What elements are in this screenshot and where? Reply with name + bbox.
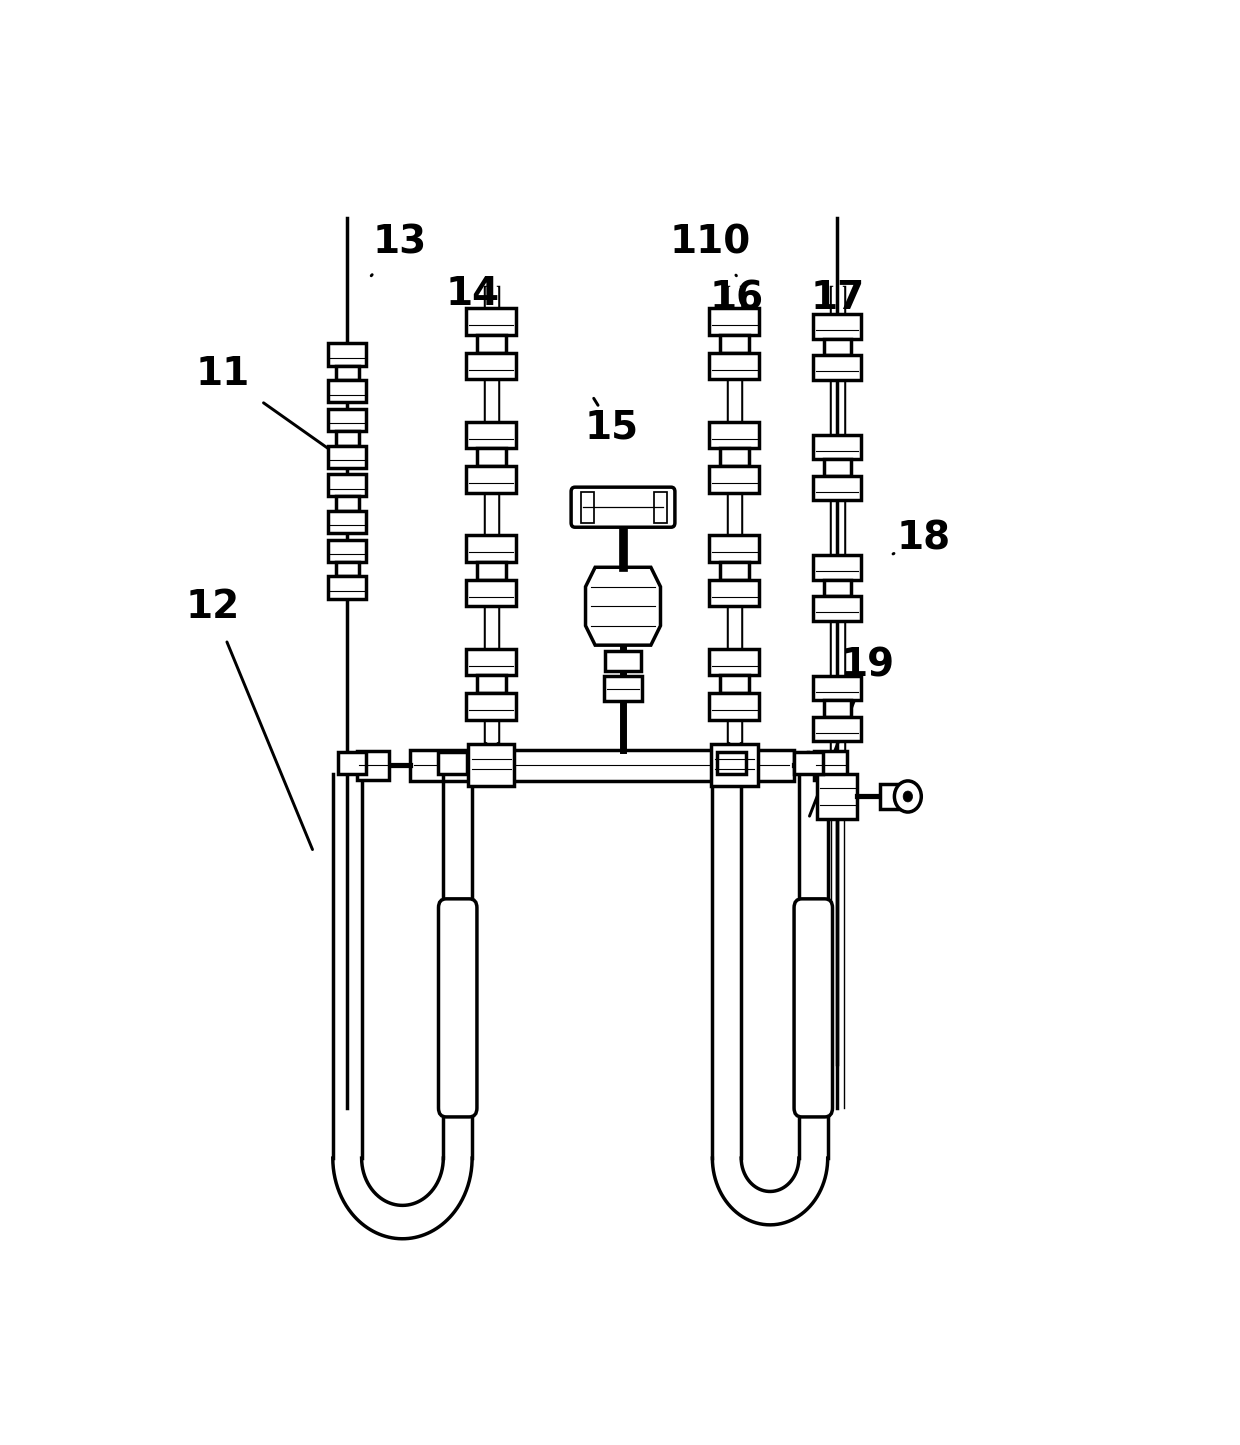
Text: 19: 19 — [810, 646, 895, 816]
Bar — [823, 460, 851, 475]
Bar — [717, 751, 746, 775]
Text: 110: 110 — [670, 224, 751, 276]
Bar — [813, 475, 862, 500]
Bar — [327, 380, 367, 403]
Bar — [466, 467, 516, 493]
Bar — [709, 308, 759, 335]
Bar — [327, 512, 367, 533]
Text: 11: 11 — [195, 354, 334, 452]
Bar — [709, 579, 759, 607]
Polygon shape — [332, 1157, 472, 1238]
Bar — [477, 562, 506, 579]
Bar — [466, 535, 516, 562]
Bar — [813, 676, 862, 699]
Bar — [813, 597, 862, 621]
Bar — [466, 649, 516, 675]
Bar — [813, 355, 862, 380]
Bar — [327, 577, 367, 598]
Polygon shape — [585, 568, 661, 644]
Bar — [439, 751, 467, 775]
Bar — [336, 497, 358, 512]
Bar — [823, 699, 851, 717]
Text: 15: 15 — [584, 399, 639, 447]
Bar — [610, 507, 635, 525]
Bar — [327, 474, 367, 497]
Bar — [813, 555, 862, 579]
FancyBboxPatch shape — [794, 899, 832, 1117]
Bar — [815, 751, 847, 780]
Bar — [813, 315, 862, 338]
Bar — [720, 675, 749, 694]
Bar — [709, 467, 759, 493]
Polygon shape — [712, 1157, 828, 1225]
Text: 16: 16 — [709, 279, 764, 335]
Bar — [709, 694, 759, 720]
Bar — [605, 650, 641, 670]
Bar — [823, 338, 851, 355]
Bar — [477, 448, 506, 467]
Bar — [879, 785, 906, 809]
Bar — [337, 751, 367, 775]
Bar — [466, 579, 516, 607]
Bar — [327, 445, 367, 468]
Text: 13: 13 — [371, 224, 427, 276]
Text: 18: 18 — [893, 519, 951, 558]
Bar — [336, 366, 358, 380]
Bar — [466, 422, 516, 448]
Bar — [466, 353, 516, 379]
FancyBboxPatch shape — [572, 487, 675, 527]
Bar — [653, 491, 667, 523]
Bar — [327, 539, 367, 562]
Bar — [327, 344, 367, 366]
Text: 12: 12 — [186, 588, 312, 850]
Bar — [336, 431, 358, 445]
Bar — [466, 308, 516, 335]
Bar — [709, 535, 759, 562]
Text: 14: 14 — [445, 275, 500, 332]
Bar — [709, 353, 759, 379]
Bar — [469, 744, 515, 786]
Bar — [336, 562, 358, 577]
FancyBboxPatch shape — [439, 899, 477, 1117]
Circle shape — [894, 780, 921, 812]
Bar — [709, 422, 759, 448]
Bar — [709, 649, 759, 675]
Bar — [823, 579, 851, 597]
Bar — [813, 435, 862, 460]
Bar — [409, 750, 794, 780]
Text: 17: 17 — [810, 279, 864, 335]
Bar — [604, 676, 642, 701]
Bar — [720, 335, 749, 353]
Bar — [720, 562, 749, 579]
Bar — [477, 675, 506, 694]
Bar — [720, 448, 749, 467]
Bar — [477, 335, 506, 353]
Circle shape — [903, 790, 913, 802]
Bar — [327, 409, 367, 431]
Bar — [580, 491, 594, 523]
Bar — [813, 717, 862, 741]
Bar — [466, 694, 516, 720]
Bar — [357, 751, 389, 780]
Bar — [794, 751, 823, 775]
Bar — [712, 744, 758, 786]
Bar — [817, 775, 858, 819]
